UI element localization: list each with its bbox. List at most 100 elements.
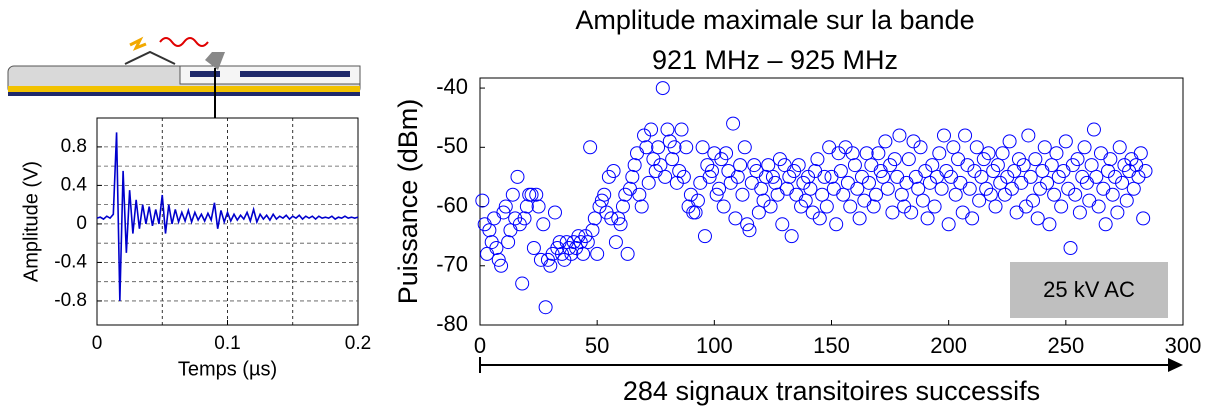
point (576, 246, 591, 261)
point (625, 169, 640, 184)
point (765, 169, 780, 184)
point (590, 246, 605, 261)
point (1000, 169, 1015, 184)
y-tick-label: -40 (436, 74, 468, 99)
point (547, 205, 562, 220)
point (719, 146, 734, 161)
annotation: 25 kV AC (1043, 277, 1135, 302)
emission-wave (159, 37, 209, 47)
point (894, 187, 909, 202)
point (845, 146, 860, 161)
point (798, 193, 813, 208)
point (906, 134, 921, 149)
point (690, 193, 705, 208)
point (911, 181, 926, 196)
point (1061, 181, 1076, 196)
waveform (96, 132, 359, 301)
point (1089, 169, 1104, 184)
point (1021, 128, 1036, 143)
point (529, 187, 544, 202)
point (854, 169, 869, 184)
x-tick-label: 100 (696, 333, 733, 358)
point (995, 146, 1010, 161)
point (669, 175, 684, 190)
point (967, 163, 982, 178)
point (637, 128, 652, 143)
point (803, 181, 818, 196)
point (1058, 134, 1073, 149)
point (594, 193, 609, 208)
point (981, 146, 996, 161)
y-tick-label: -0.4 (54, 251, 87, 272)
point (608, 235, 623, 250)
point (810, 152, 825, 167)
point (866, 199, 881, 214)
point (1105, 187, 1120, 202)
point (833, 163, 848, 178)
point (791, 158, 806, 173)
point (1040, 175, 1055, 190)
point (1023, 169, 1038, 184)
point (965, 211, 980, 226)
y-tick-label: -60 (436, 192, 468, 217)
point (510, 169, 525, 184)
point (501, 235, 516, 250)
point (709, 187, 724, 202)
windows (190, 71, 350, 77)
point (1033, 181, 1048, 196)
x-tick-label: 0 (474, 333, 486, 358)
point (482, 223, 497, 238)
point (897, 199, 912, 214)
point (1016, 158, 1031, 173)
point (543, 258, 558, 273)
point (597, 187, 612, 202)
point (695, 140, 710, 155)
point (1018, 199, 1033, 214)
point (704, 163, 719, 178)
point (494, 258, 509, 273)
point (852, 211, 867, 226)
point (676, 169, 691, 184)
point (838, 140, 853, 155)
point (948, 187, 963, 202)
y-tick-label: 0 (76, 213, 87, 234)
y-tick-label: 0.4 (61, 174, 88, 195)
point (498, 199, 513, 214)
point (756, 193, 771, 208)
point (920, 211, 935, 226)
point (526, 240, 541, 255)
x-tick-label: 50 (585, 333, 609, 358)
x-tick-label: 200 (930, 333, 967, 358)
point (817, 169, 832, 184)
point (1101, 163, 1116, 178)
point (958, 128, 973, 143)
point (639, 140, 654, 155)
y-tick-label: -70 (436, 252, 468, 277)
point (901, 152, 916, 167)
point (913, 140, 928, 155)
point (932, 146, 947, 161)
point (1112, 140, 1127, 155)
point (988, 199, 1003, 214)
point (918, 163, 933, 178)
point (1028, 152, 1043, 167)
x-tick-label: 300 (1165, 333, 1202, 358)
point (887, 152, 902, 167)
x-axis-label: 284 signaux transitoires successifs (623, 376, 1040, 406)
point (737, 140, 752, 155)
point (972, 193, 987, 208)
point (1091, 199, 1106, 214)
point (735, 187, 750, 202)
y-tick-label: -80 (436, 311, 468, 336)
point (1133, 146, 1148, 161)
train-stripe (8, 92, 360, 96)
point (904, 205, 919, 220)
x-tick-label: 0.1 (214, 333, 240, 354)
point (859, 146, 874, 161)
point (679, 140, 694, 155)
point (850, 181, 865, 196)
point (1077, 140, 1092, 155)
point (634, 199, 649, 214)
point (974, 169, 989, 184)
point (660, 122, 675, 137)
